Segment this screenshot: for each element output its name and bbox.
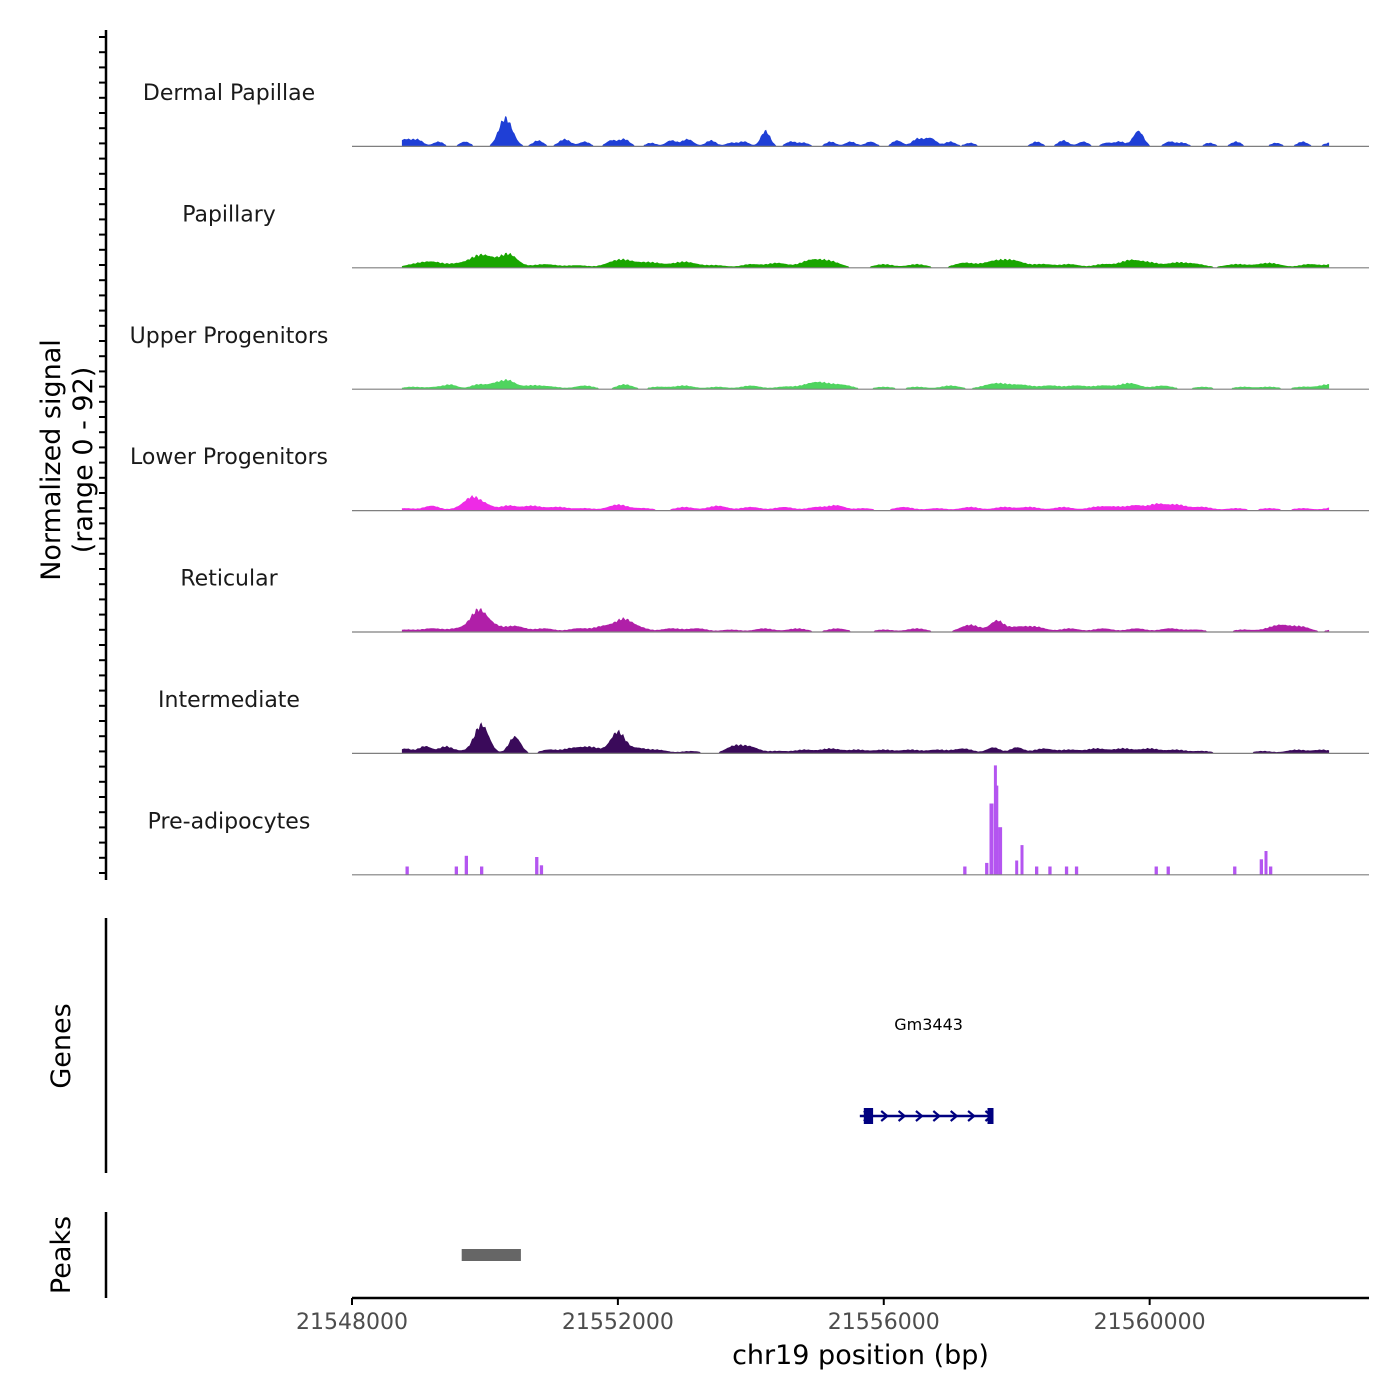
signal-area	[401, 608, 1330, 632]
track-label: Papillary	[182, 202, 276, 227]
x-tick-label: 21552000	[562, 1310, 674, 1335]
signal-bar	[454, 866, 458, 875]
signal-bar	[1269, 866, 1273, 875]
signal-bar	[1259, 859, 1263, 875]
strand-arrow-mark	[897, 1110, 907, 1122]
peak-region-bar	[461, 1249, 521, 1261]
peaks-panel-title: Peaks	[46, 1216, 77, 1294]
exon-block	[863, 1108, 874, 1124]
strand-arrow-mark	[915, 1110, 924, 1122]
signal-bar	[963, 866, 967, 875]
signal-bar	[480, 866, 484, 875]
signal-area	[401, 116, 1330, 147]
y-axis-title-line1: Normalized signal	[36, 339, 67, 581]
y-axis-title: Normalized signal(range 0 - 92)	[36, 339, 99, 581]
signal-bar	[995, 785, 999, 875]
strand-arrow-mark	[967, 1110, 976, 1122]
track-label: Lower Progenitors	[130, 445, 328, 470]
signal-bar	[1074, 866, 1079, 875]
strand-arrow-mark	[880, 1110, 889, 1122]
signal-bar	[1020, 845, 1024, 875]
x-tick-label: 21548000	[296, 1310, 408, 1335]
exon-block	[987, 1108, 994, 1124]
signal-bar	[985, 862, 989, 875]
signal-bar	[1233, 866, 1237, 875]
signal-area	[401, 495, 1330, 511]
x-axis-title: chr19 position (bp)	[732, 1340, 989, 1371]
signal-bar	[1035, 866, 1039, 875]
track-label: Pre-adipocytes	[148, 809, 311, 834]
signal-area	[401, 252, 1330, 268]
signal-bar	[989, 803, 994, 875]
genes-panel-title: Genes	[46, 1003, 77, 1088]
strand-arrow-mark	[949, 1110, 959, 1122]
y-axis-title-line2: (range 0 - 92)	[68, 367, 99, 554]
signal-bar	[1048, 866, 1052, 875]
signal-bar	[535, 857, 539, 875]
track-label: Upper Progenitors	[130, 324, 329, 349]
x-tick-label: 21556000	[828, 1310, 940, 1335]
signal-bar	[1264, 851, 1268, 875]
signal-bar	[1154, 866, 1158, 875]
signal-bar	[1064, 866, 1069, 875]
signal-area	[401, 722, 1330, 754]
track-label: Dermal Papillae	[143, 81, 315, 106]
gene-name-label: Gm3443	[894, 1015, 963, 1034]
signal-bar	[998, 827, 1003, 875]
x-tick-label: 21560000	[1094, 1310, 1206, 1335]
signal-bar	[1015, 860, 1019, 875]
signal-bar	[1166, 866, 1170, 875]
track-label: Reticular	[180, 567, 278, 592]
signal-bar	[405, 866, 409, 875]
signal-bar	[539, 865, 544, 875]
track-label: Intermediate	[158, 688, 300, 713]
signal-area	[401, 379, 1330, 390]
signal-bar	[464, 855, 468, 875]
strand-arrow-mark	[932, 1110, 942, 1122]
